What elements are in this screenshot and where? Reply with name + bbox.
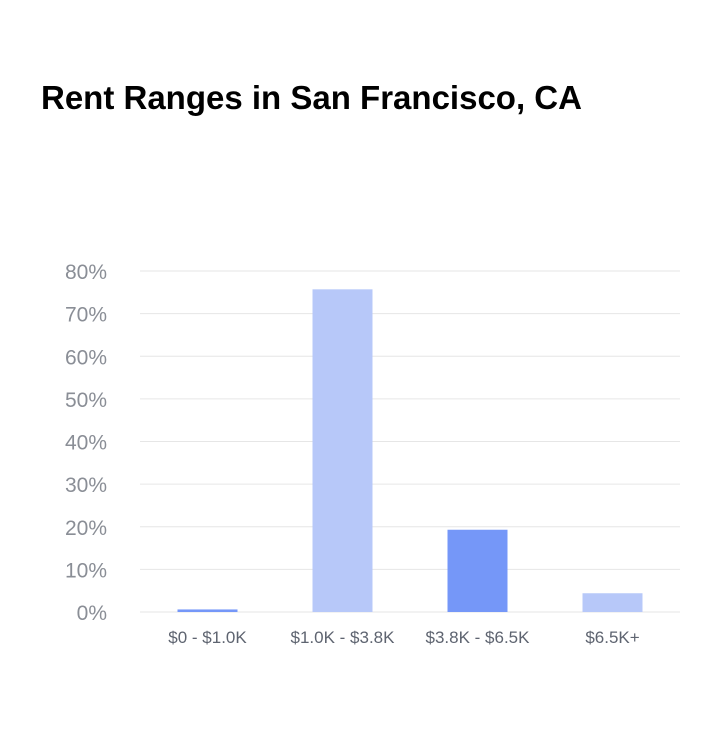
y-tick-label: 10% (65, 559, 107, 582)
y-tick-label: 60% (65, 346, 107, 369)
grid-lines (140, 270, 680, 613)
x-tick-label: $1.0K - $3.8K (291, 628, 396, 647)
bars (177, 289, 643, 612)
x-tick-label: $3.8K - $6.5K (426, 628, 531, 647)
y-tick-label: 0% (77, 602, 107, 625)
bar[interactable] (312, 289, 373, 612)
y-tick-label: 70% (65, 304, 107, 327)
y-tick-label: 20% (65, 517, 107, 540)
bar[interactable] (447, 529, 508, 612)
y-tick-label: 80% (65, 261, 107, 284)
y-axis-ticks: 0% 10% 20% 30% 40% 50% 60% 70% 80% (65, 261, 107, 625)
x-tick-label: $0 - $1.0K (168, 628, 247, 647)
x-axis-ticks: $0 - $1.0K $1.0K - $3.8K $3.8K - $6.5K $6.5… (168, 628, 639, 647)
y-tick-label: 30% (65, 474, 107, 497)
bar[interactable] (177, 609, 238, 612)
chart-title: Rent Ranges in San Francisco, CA (41, 79, 582, 116)
bar[interactable] (582, 593, 643, 612)
x-tick-label: $6.5K+ (585, 628, 639, 647)
y-tick-label: 40% (65, 432, 107, 455)
y-tick-label: 50% (65, 389, 107, 412)
